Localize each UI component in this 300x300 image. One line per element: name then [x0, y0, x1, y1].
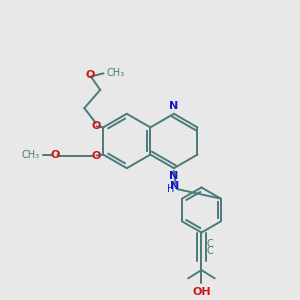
- Text: O: O: [85, 70, 95, 80]
- Text: OH: OH: [192, 286, 211, 297]
- Text: CH₃: CH₃: [106, 68, 124, 78]
- Text: CH₃: CH₃: [22, 150, 40, 160]
- Text: H: H: [167, 184, 174, 194]
- Text: N: N: [169, 171, 178, 181]
- Text: C: C: [206, 246, 213, 256]
- Text: C: C: [206, 239, 213, 249]
- Text: N: N: [169, 101, 178, 111]
- Text: O: O: [91, 122, 101, 131]
- Text: O: O: [91, 151, 101, 160]
- Text: O: O: [50, 150, 59, 160]
- Text: N: N: [170, 181, 179, 191]
